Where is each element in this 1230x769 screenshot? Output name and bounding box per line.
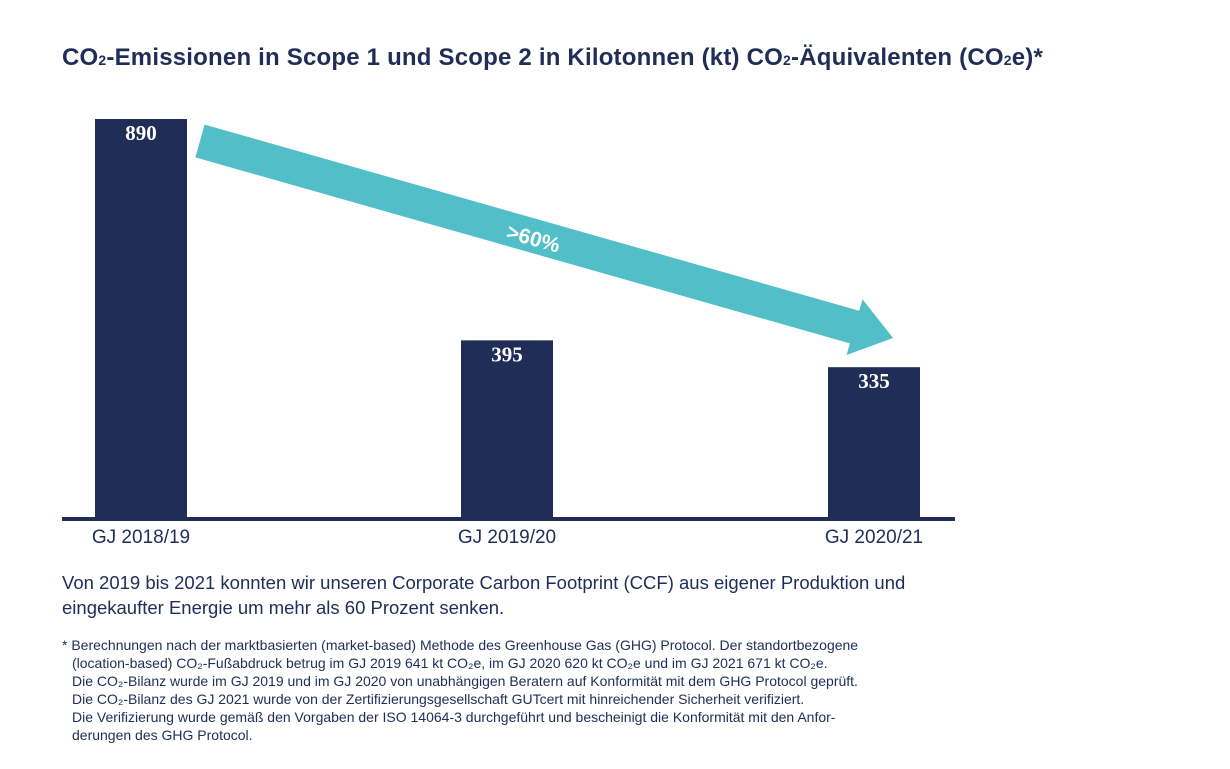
- title-part: e)*: [1011, 44, 1044, 71]
- bar-1: [95, 119, 187, 517]
- summary-text: Von 2019 bis 2021 konnten wir unseren Co…: [62, 572, 906, 618]
- x-axis-line: [62, 517, 955, 521]
- chart-title: CO2-Emissionen in Scope 1 und Scope 2 in…: [62, 44, 1043, 72]
- category-label-2: GJ 2019/20: [458, 527, 556, 548]
- title-part: -Emissionen in Scope 1 und Scope 2 in Ki…: [106, 44, 783, 71]
- title-subscript: 2: [98, 52, 107, 68]
- footnote-line: (location-based) CO₂-Fußabdruck betrug i…: [72, 655, 828, 671]
- title-subscript: 2: [783, 52, 791, 68]
- bar-3: [828, 367, 920, 517]
- reduction-arrow: [195, 124, 893, 355]
- footnote-line: Die Verifizierung wurde gemäß den Vorgab…: [72, 709, 836, 725]
- data-label-1: 890: [125, 121, 157, 145]
- title-part: CO: [62, 44, 99, 71]
- bar-2: [461, 340, 553, 517]
- footnote-line: Die CO₂-Bilanz wurde im GJ 2019 und im G…: [72, 673, 858, 689]
- footnote-line: * Berechnungen nach der marktbasierten (…: [62, 637, 859, 653]
- data-label-3: 335: [858, 369, 890, 393]
- data-label-2: 395: [491, 342, 523, 366]
- category-label-1: GJ 2018/19: [92, 527, 190, 548]
- footnote: * Berechnungen nach der marktbasierten (…: [62, 636, 962, 744]
- category-label-3: GJ 2020/21: [825, 527, 923, 548]
- title-subscript: 2: [1003, 52, 1012, 68]
- footnote-line: derungen des GHG Protocol.: [72, 727, 253, 743]
- title-part: -Äquivalenten (CO: [791, 44, 1004, 71]
- footnote-line: Die CO₂-Bilanz des GJ 2021 wurde von der…: [72, 691, 805, 707]
